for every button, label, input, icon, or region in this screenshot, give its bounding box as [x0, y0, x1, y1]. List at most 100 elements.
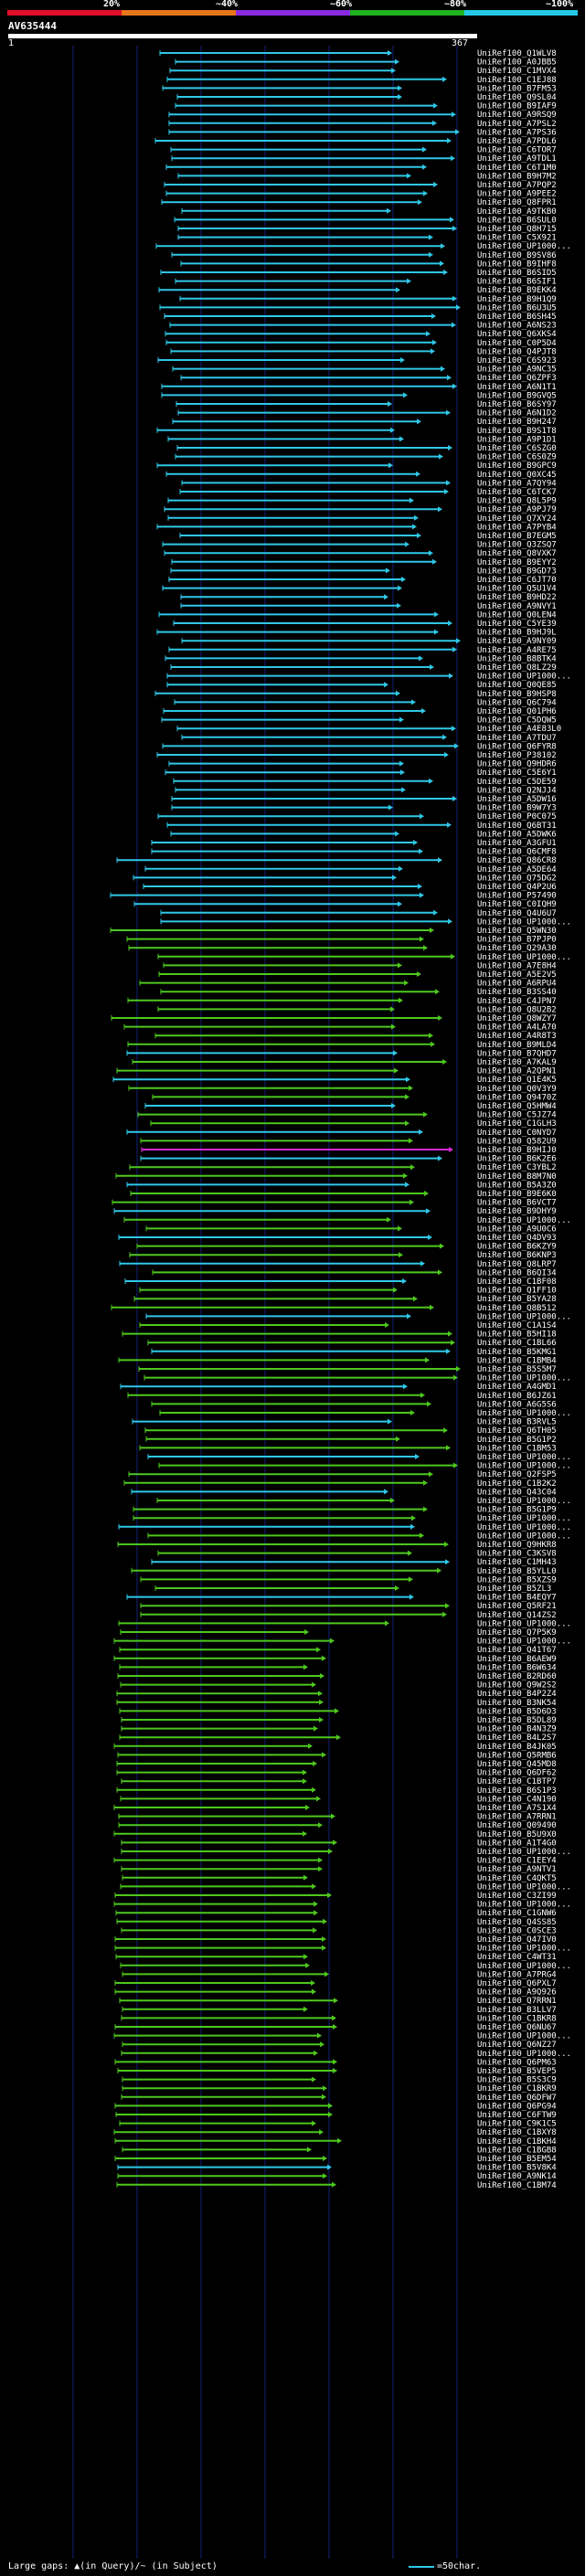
hit-label[interactable]: UniRef100_A3GFU1: [477, 839, 557, 848]
hit-label[interactable]: UniRef100_UP1000...: [477, 1312, 571, 1321]
hit-label[interactable]: UniRef100_UP1000...: [477, 673, 571, 682]
hit-label[interactable]: UniRef100_B7EGM5: [477, 532, 557, 541]
hit-label[interactable]: UniRef100_P0C075: [477, 812, 557, 822]
hit-label[interactable]: UniRef100_C0IQH9: [477, 900, 557, 909]
hit-label[interactable]: UniRef100_B4EQY7: [477, 1594, 557, 1603]
hit-label[interactable]: UniRef100_B6VCT7: [477, 1199, 557, 1208]
hit-label[interactable]: UniRef100_A5DW16: [477, 795, 557, 804]
hit-label[interactable]: UniRef100_C1EEY4: [477, 1857, 557, 1866]
hit-label[interactable]: UniRef100_Q6NU67: [477, 2023, 557, 2032]
hit-label[interactable]: UniRef100_B6QI34: [477, 1268, 557, 1277]
hit-label[interactable]: UniRef100_A4GMD1: [477, 1383, 557, 1392]
hit-label[interactable]: UniRef100_B9EYY2: [477, 558, 557, 567]
hit-label[interactable]: UniRef100_A4LA70: [477, 1023, 557, 1033]
hit-label[interactable]: UniRef100_UP1000...: [477, 1882, 571, 1892]
hit-label[interactable]: UniRef100_A6N1T1: [477, 383, 557, 392]
hit-label[interactable]: UniRef100_C1BTP7: [477, 1777, 557, 1786]
hit-label[interactable]: UniRef100_B9HSP8: [477, 690, 557, 699]
hit-label[interactable]: UniRef100_Q1FF10: [477, 1287, 557, 1296]
hit-label[interactable]: UniRef100_B5V8K4: [477, 2164, 557, 2173]
hit-label[interactable]: UniRef100_A6RPU4: [477, 980, 557, 989]
hit-label[interactable]: UniRef100_UP1000...: [477, 1962, 571, 1971]
hit-label[interactable]: UniRef100_B3NK54: [477, 1699, 557, 1708]
hit-label[interactable]: UniRef100_Q45MD8: [477, 1760, 557, 1769]
hit-label[interactable]: UniRef100_C6S0Z9: [477, 453, 557, 462]
hit-label[interactable]: UniRef100_Q2FSP5: [477, 1470, 557, 1479]
hit-label[interactable]: UniRef100_C1B2K2: [477, 1479, 557, 1489]
hit-label[interactable]: UniRef100_A7QY94: [477, 479, 557, 488]
hit-label[interactable]: UniRef100_Q75DG2: [477, 874, 557, 883]
hit-label[interactable]: UniRef100_UP1000...: [477, 1945, 571, 1954]
hit-label[interactable]: UniRef100_A7PQP2: [477, 181, 557, 190]
hit-label[interactable]: UniRef100_B5ZL3: [477, 1585, 551, 1594]
hit-label[interactable]: UniRef100_Q1E4K5: [477, 1076, 557, 1085]
hit-label[interactable]: UniRef100_C1EJ88: [477, 76, 557, 85]
hit-label[interactable]: UniRef100_B5DL89: [477, 1716, 557, 1725]
hit-label[interactable]: UniRef100_Q29A30: [477, 944, 557, 953]
hit-label[interactable]: UniRef100_A7PDL6: [477, 137, 557, 146]
hit-label[interactable]: UniRef100_B6KZY9: [477, 1243, 557, 1252]
hit-label[interactable]: UniRef100_A9Q926: [477, 1988, 557, 1998]
hit-label[interactable]: UniRef100_B5U9X0: [477, 1830, 557, 1839]
hit-label[interactable]: UniRef100_C1BM74: [477, 2181, 557, 2190]
hit-label[interactable]: UniRef100_A7KAL9: [477, 1058, 557, 1067]
hit-label[interactable]: UniRef100_B5XZS9: [477, 1575, 557, 1585]
hit-label[interactable]: UniRef100_Q5WN30: [477, 927, 557, 936]
hit-label[interactable]: UniRef100_C5DQW5: [477, 716, 557, 726]
hit-label[interactable]: UniRef100_C3KSV8: [477, 1550, 557, 1559]
hit-label[interactable]: UniRef100_B5KMG1: [477, 1348, 557, 1357]
hit-label[interactable]: UniRef100_C1MVX4: [477, 67, 557, 76]
hit-label[interactable]: UniRef100_Q8U2B2: [477, 1005, 557, 1014]
hit-label[interactable]: UniRef100_B9HJ9L: [477, 629, 557, 638]
hit-label[interactable]: UniRef100_Q41T67: [477, 1646, 557, 1655]
hit-label[interactable]: UniRef100_C1GLH3: [477, 1119, 557, 1129]
hit-label[interactable]: UniRef100_Q6PM63: [477, 2058, 557, 2067]
hit-label[interactable]: UniRef100_A1T4G0: [477, 1839, 557, 1848]
hit-label[interactable]: UniRef100_A6G5S6: [477, 1400, 557, 1409]
hit-label[interactable]: UniRef100_C5E6Y1: [477, 769, 557, 778]
hit-label[interactable]: UniRef100_B8M7N0: [477, 1172, 557, 1182]
hit-label[interactable]: UniRef100_B6SY97: [477, 400, 557, 409]
hit-label[interactable]: UniRef100_Q2NJJ4: [477, 786, 557, 795]
hit-label[interactable]: UniRef100_C0NYD7: [477, 1129, 557, 1138]
hit-label[interactable]: UniRef100_C1BF08: [477, 1277, 557, 1287]
hit-label[interactable]: UniRef100_A9RSQ9: [477, 111, 557, 120]
hit-label[interactable]: UniRef100_Q0QE85: [477, 681, 557, 690]
hit-label[interactable]: UniRef100_A4E83L0: [477, 725, 561, 734]
hit-label[interactable]: UniRef100_A7S1X4: [477, 1804, 557, 1813]
hit-label[interactable]: UniRef100_B9EKK4: [477, 286, 557, 295]
hit-label[interactable]: UniRef100_Q6FYR8: [477, 742, 557, 751]
hit-label[interactable]: UniRef100_Q9HDR6: [477, 760, 557, 769]
hit-label[interactable]: UniRef100_Q8FPR1: [477, 198, 557, 207]
hit-label[interactable]: UniRef100_C5DE59: [477, 778, 557, 787]
hit-label[interactable]: UniRef100_A6N1D2: [477, 409, 557, 419]
hit-label[interactable]: UniRef100_C1BKH4: [477, 2137, 557, 2147]
hit-label[interactable]: UniRef100_B9IAF9: [477, 102, 557, 111]
hit-label[interactable]: UniRef100_B9H247: [477, 418, 557, 427]
hit-label[interactable]: UniRef100_C9K1C5: [477, 2120, 557, 2129]
hit-label[interactable]: UniRef100_C1BKR9: [477, 2084, 557, 2094]
hit-label[interactable]: UniRef100_B2RD60: [477, 1672, 557, 1681]
hit-label[interactable]: UniRef100_B5S5M7: [477, 1365, 557, 1374]
hit-label[interactable]: UniRef100_B9DHY9: [477, 1207, 557, 1216]
hit-label[interactable]: UniRef100_B6U3U5: [477, 303, 557, 313]
hit-label[interactable]: UniRef100_B6KNP3: [477, 1251, 557, 1260]
hit-label[interactable]: UniRef100_Q0XC45: [477, 471, 557, 480]
hit-label[interactable]: UniRef100_Q43C04: [477, 1488, 557, 1497]
hit-label[interactable]: UniRef100_Q9W2S2: [477, 1681, 557, 1691]
hit-label[interactable]: UniRef100_Q582U9: [477, 1137, 557, 1146]
hit-label[interactable]: UniRef100_A7PYB4: [477, 523, 557, 532]
hit-label[interactable]: UniRef100_A9PEE2: [477, 190, 557, 199]
hit-label[interactable]: UniRef100_C4QKT5: [477, 1874, 557, 1883]
hit-label[interactable]: UniRef100_A9P1D1: [477, 435, 557, 444]
hit-label[interactable]: UniRef100_C1GNW6: [477, 1909, 557, 1918]
hit-label[interactable]: UniRef100_Q7P5K9: [477, 1628, 557, 1638]
hit-label[interactable]: UniRef100_Q4P2U6: [477, 883, 557, 892]
hit-label[interactable]: UniRef100_B9S1T8: [477, 427, 557, 436]
hit-label[interactable]: UniRef100_UP1000...: [477, 1409, 571, 1418]
hit-label[interactable]: UniRef100_B6K2E6: [477, 1155, 557, 1164]
hit-label[interactable]: UniRef100_UP1000...: [477, 917, 571, 927]
hit-label[interactable]: UniRef100_A9PJ79: [477, 505, 557, 514]
hit-label[interactable]: UniRef100_Q86CR8: [477, 856, 557, 865]
hit-label[interactable]: UniRef100_Q09490: [477, 1821, 557, 1830]
